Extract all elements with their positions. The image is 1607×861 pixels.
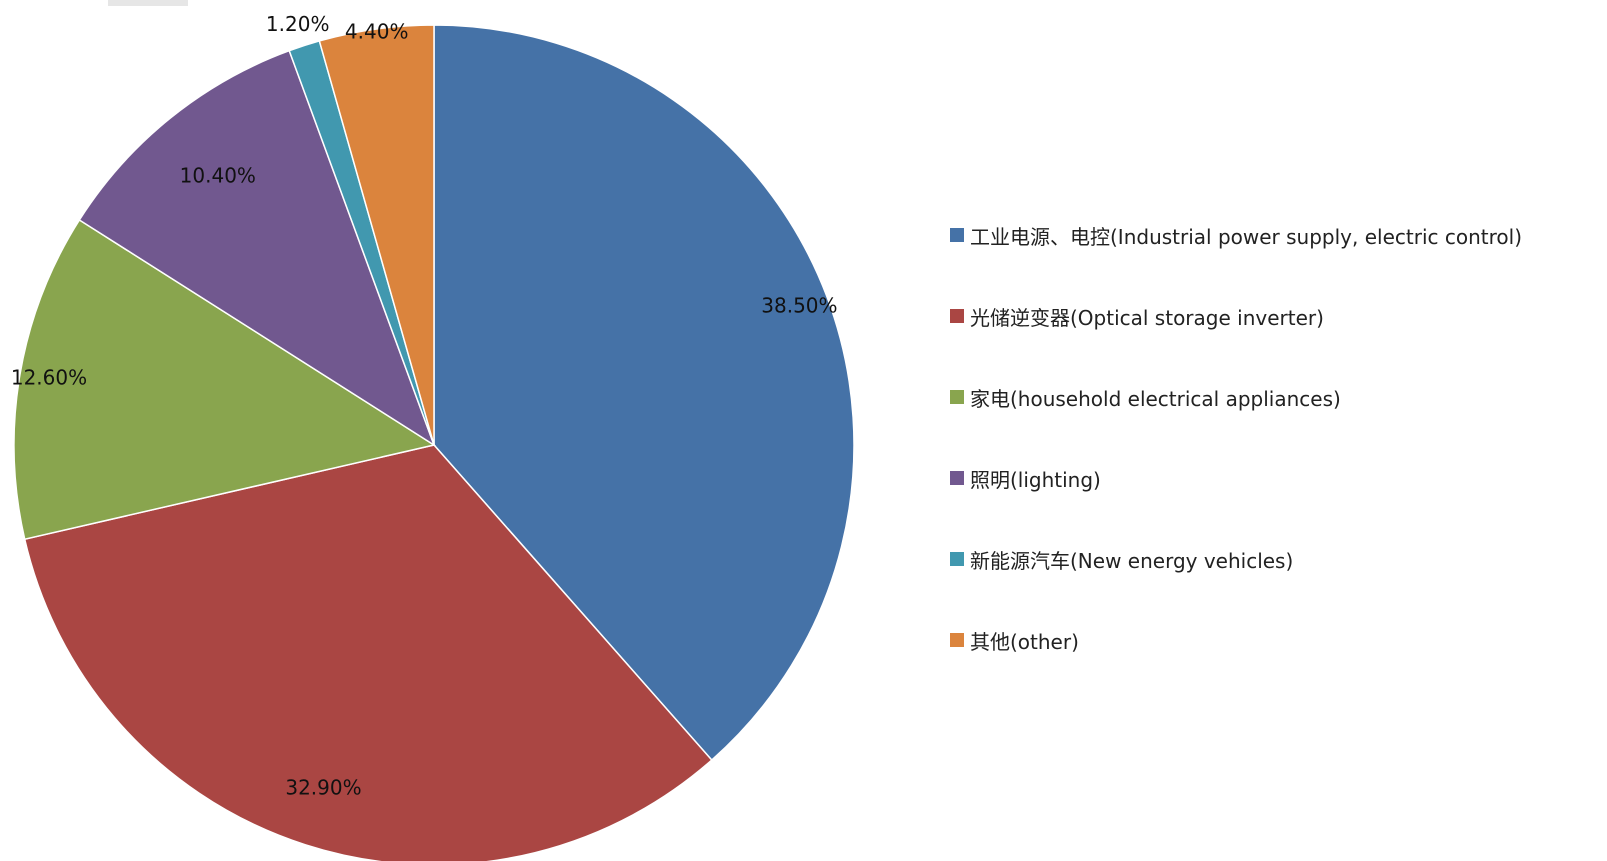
legend-item-5: 新能源汽车(New energy vehicles) xyxy=(950,544,1522,574)
legend-label-6: 其他(other) xyxy=(970,629,1079,654)
legend-swatch-6 xyxy=(950,633,964,647)
pie-slice-label-2: 32.90% xyxy=(285,775,361,799)
corner-mark xyxy=(108,0,188,6)
legend-item-4: 照明(lighting) xyxy=(950,463,1522,493)
legend-item-3: 家电(household electrical appliances) xyxy=(950,382,1522,412)
chart-legend: 工业电源、电控(Industrial power supply, electri… xyxy=(950,220,1522,706)
legend-swatch-1 xyxy=(950,228,964,242)
legend-swatch-4 xyxy=(950,471,964,485)
pie-slice-label-4: 10.40% xyxy=(180,163,256,187)
pie-slice-3 xyxy=(13,218,436,541)
pie-slices xyxy=(13,24,855,861)
legend-swatch-5 xyxy=(950,552,964,566)
legend-label-4: 照明(lighting) xyxy=(970,467,1101,492)
legend-item-2: 光储逆变器(Optical storage inverter) xyxy=(950,301,1522,331)
pie-slice-6 xyxy=(318,24,435,446)
legend-item-1: 工业电源、电控(Industrial power supply, electri… xyxy=(950,220,1522,250)
pie-slice-label-1: 38.50% xyxy=(761,293,837,317)
legend-label-1: 工业电源、电控(Industrial power supply, electri… xyxy=(970,224,1522,249)
pie-slice-labels: 38.50% 32.90% 12.60% 10.40% 1.20% 4.40% xyxy=(11,12,838,799)
legend-item-6: 其他(other) xyxy=(950,625,1522,655)
legend-swatch-2 xyxy=(950,309,964,323)
pie-slice-label-5: 1.20% xyxy=(266,12,330,36)
pie-slice-label-6: 4.40% xyxy=(345,20,409,44)
pie-slice-1 xyxy=(433,24,855,762)
legend-swatch-3 xyxy=(950,390,964,404)
pie-slice-4 xyxy=(78,49,436,447)
pie-slice-label-3: 12.60% xyxy=(11,366,87,390)
legend-label-3: 家电(household electrical appliances) xyxy=(970,386,1341,411)
legend-label-2: 光储逆变器(Optical storage inverter) xyxy=(970,305,1324,330)
legend-label-5: 新能源汽车(New energy vehicles) xyxy=(970,548,1294,573)
pie-slice-2 xyxy=(23,444,713,861)
